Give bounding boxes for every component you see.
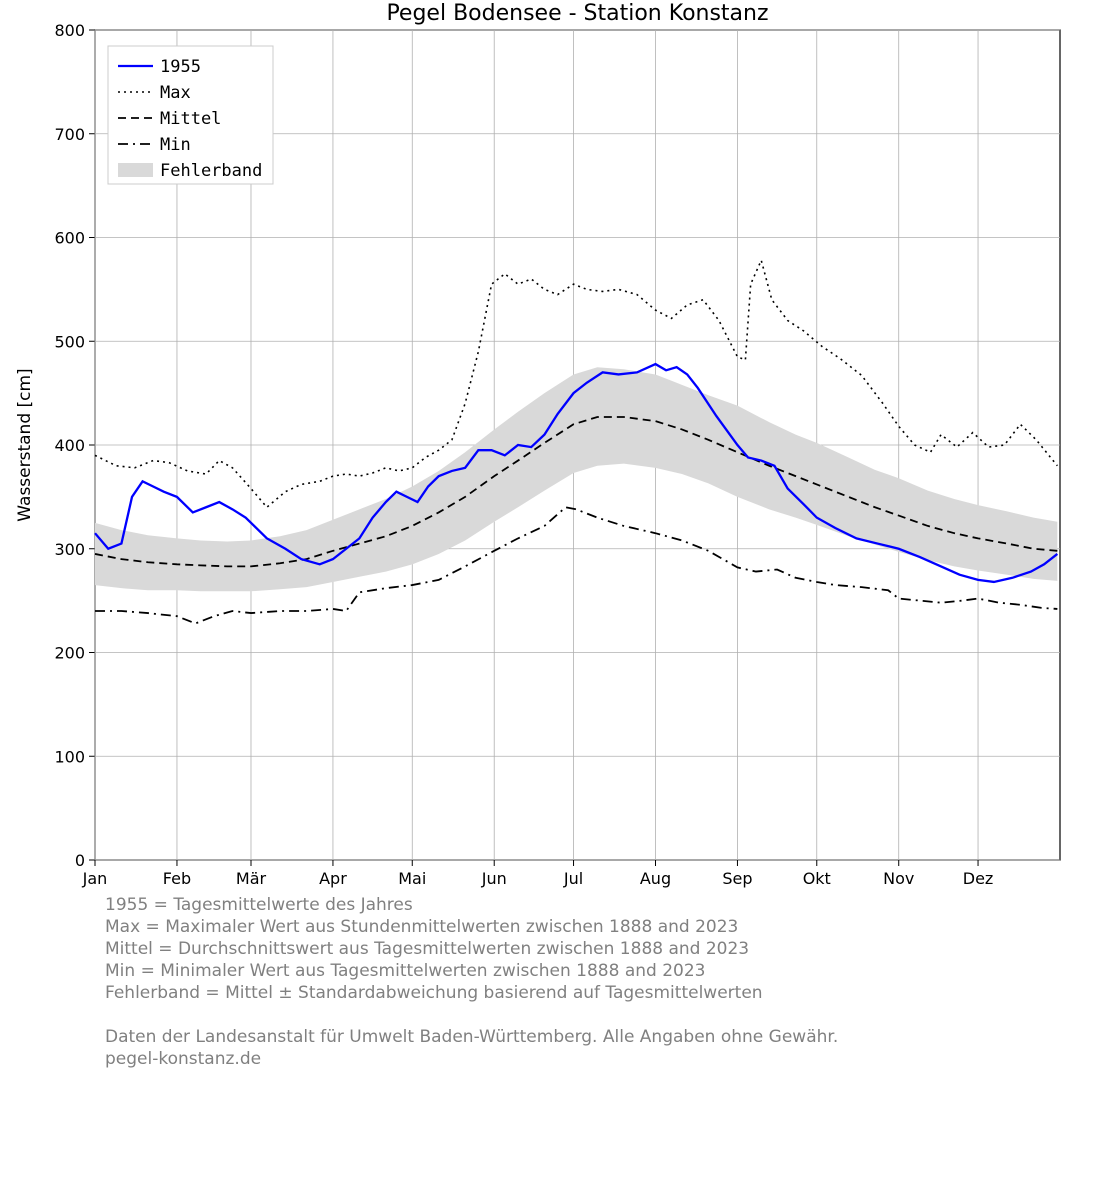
footnote-line: pegel-konstanz.de [105,1049,261,1069]
y-tick-label: 500 [54,332,85,351]
x-tick-label: Jun [481,869,507,888]
footnote-line: Daten der Landesanstalt für Umwelt Baden… [105,1027,838,1047]
y-tick-label: 200 [54,644,85,663]
y-tick-label: 600 [54,229,85,248]
legend: 1955 Max Mittel Min Fehlerband [108,46,273,184]
x-tick-label: Okt [803,869,831,888]
y-tick-label: 300 [54,540,85,559]
y-axis-label: Wasserstand [cm] [15,368,35,521]
footnote-line: Fehlerband = Mittel ± Standardabweichung… [105,983,763,1003]
x-tick-label: Jan [82,869,108,888]
x-tick-label: Sep [722,869,752,888]
footnote-line: Mittel = Durchschnittswert aus Tagesmitt… [105,939,749,959]
y-tick-label: 700 [54,125,85,144]
y-tick-label: 100 [54,747,85,766]
y-tick-label: 0 [75,851,85,870]
footnote-line: Max = Maximaler Wert aus Stundenmittelwe… [105,917,738,937]
x-tick-label: Jul [563,869,583,888]
legend-label: Min [160,135,191,155]
x-tick-label: Mai [398,869,426,888]
water-level-chart: 0 100 200 300 400 500 600 700 800 Jan Feb Mär Apr Mai… [0,0,1100,1200]
footnote-line: 1955 = Tagesmittelwerte des Jahres [105,895,413,915]
x-tick-label: Nov [883,869,914,888]
y-tick-label: 400 [54,436,85,455]
chart-title: Pegel Bodensee - Station Konstanz [386,1,768,26]
x-tick-label: Feb [163,869,191,888]
x-tick-label: Aug [640,869,671,888]
legend-label: Max [160,83,191,103]
x-tick-label: Dez [963,869,994,888]
legend-label: 1955 [160,57,201,77]
legend-label: Mittel [160,109,221,129]
x-tick-label: Apr [319,869,347,888]
x-tick-label: Mär [236,869,267,888]
y-tick-label: 800 [54,21,85,40]
footnote-line: Min = Minimaler Wert aus Tagesmittelwert… [105,961,705,981]
legend-label: Fehlerband [160,161,262,181]
